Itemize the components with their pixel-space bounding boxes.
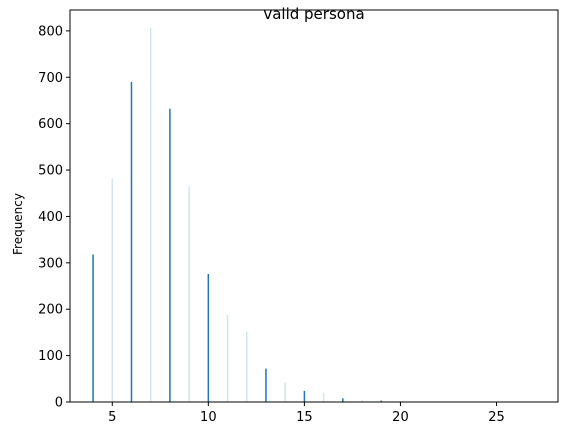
bar-16 <box>322 393 325 402</box>
y-tick-label-200: 200 <box>38 303 63 318</box>
bar-17 <box>342 398 344 402</box>
y-tick-label-500: 500 <box>38 164 63 179</box>
y-axis-label: Frequency <box>11 193 25 255</box>
bar-8 <box>169 108 171 402</box>
bars-group <box>92 28 536 403</box>
bar-19 <box>380 400 382 402</box>
y-tick-label-800: 800 <box>38 24 63 39</box>
bar-14 <box>284 382 286 402</box>
y-tick-label-400: 400 <box>38 210 63 225</box>
bar-6 <box>130 81 133 402</box>
x-tick-label-25: 25 <box>488 410 505 425</box>
bar-18 <box>361 400 363 402</box>
chart-title: valid persona <box>263 5 364 23</box>
plot-frame <box>69 9 559 403</box>
bar-4 <box>92 254 94 402</box>
bar-13 <box>265 368 267 402</box>
y-tick-label-100: 100 <box>38 349 63 364</box>
x-axis: 5 10 15 20 25 <box>108 402 505 425</box>
y-tick-label-0: 0 <box>55 396 63 411</box>
y-axis: 0 100 200 300 400 500 600 700 800 <box>38 24 70 411</box>
bar-12 <box>246 331 248 402</box>
bar-9 <box>188 186 190 402</box>
bar-7 <box>149 28 152 403</box>
y-tick-label-700: 700 <box>38 71 63 86</box>
y-tick-label-600: 600 <box>38 117 63 132</box>
bar-5 <box>111 178 114 402</box>
bar-15 <box>303 390 306 402</box>
x-tick-label-20: 20 <box>392 410 409 425</box>
x-tick-label-10: 10 <box>200 410 217 425</box>
x-tick-label-15: 15 <box>296 410 313 425</box>
x-tick-label-5: 5 <box>108 410 116 425</box>
bar-11 <box>226 314 229 402</box>
y-tick-label-300: 300 <box>38 256 63 271</box>
bar-10 <box>207 273 210 402</box>
